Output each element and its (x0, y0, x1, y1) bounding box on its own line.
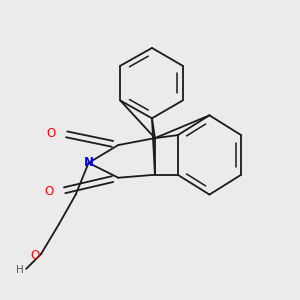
Text: N: N (84, 156, 94, 170)
Text: H: H (16, 266, 24, 275)
Text: O: O (30, 249, 40, 262)
Text: O: O (47, 127, 56, 140)
Text: O: O (45, 185, 54, 198)
